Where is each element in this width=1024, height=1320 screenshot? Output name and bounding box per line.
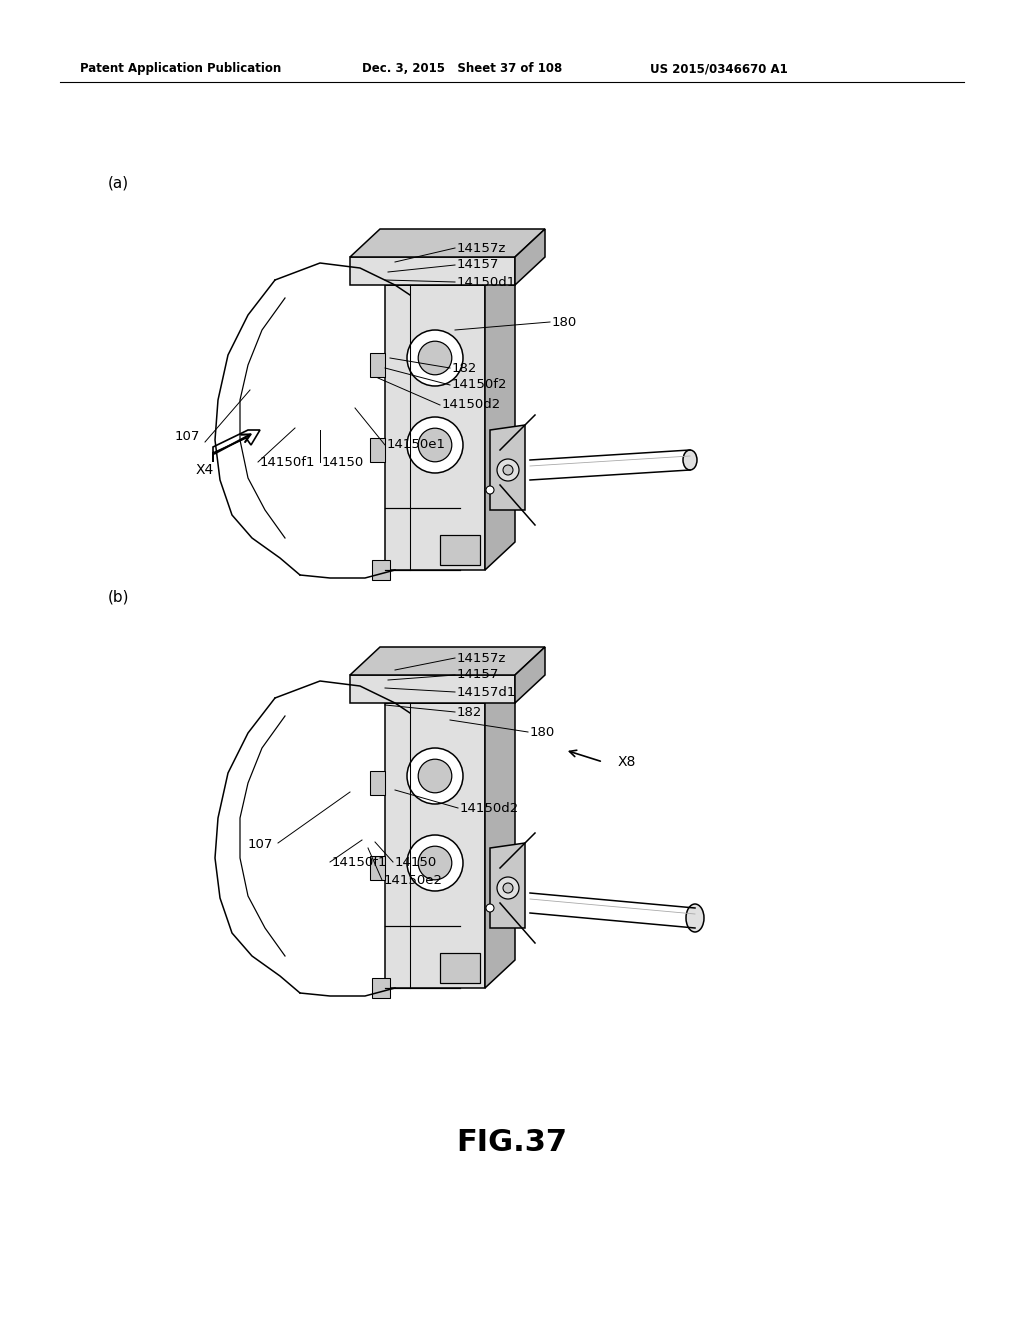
Ellipse shape <box>418 428 452 462</box>
Text: 14150d2: 14150d2 <box>460 801 519 814</box>
Text: Dec. 3, 2015   Sheet 37 of 108: Dec. 3, 2015 Sheet 37 of 108 <box>362 62 562 75</box>
Polygon shape <box>370 771 385 795</box>
Polygon shape <box>350 257 515 285</box>
Polygon shape <box>440 535 480 565</box>
Polygon shape <box>385 285 485 570</box>
Polygon shape <box>485 675 515 987</box>
Text: 14157: 14157 <box>457 259 500 272</box>
Polygon shape <box>372 560 390 579</box>
Ellipse shape <box>503 465 513 475</box>
Ellipse shape <box>418 759 452 793</box>
Polygon shape <box>385 675 515 704</box>
Text: 107: 107 <box>248 838 273 851</box>
Polygon shape <box>213 430 260 462</box>
Polygon shape <box>350 228 545 257</box>
Text: 180: 180 <box>530 726 555 738</box>
Text: 14157z: 14157z <box>457 652 507 664</box>
Polygon shape <box>385 704 485 987</box>
Text: 182: 182 <box>457 705 482 718</box>
Ellipse shape <box>497 459 519 480</box>
Polygon shape <box>490 843 525 928</box>
Ellipse shape <box>503 883 513 894</box>
Text: FIG.37: FIG.37 <box>457 1129 567 1158</box>
Text: 107: 107 <box>175 430 201 444</box>
Text: 180: 180 <box>552 315 578 329</box>
Text: 14157d1: 14157d1 <box>457 685 516 698</box>
Text: 14150d2: 14150d2 <box>442 399 502 412</box>
Ellipse shape <box>686 904 705 932</box>
Text: 14157: 14157 <box>457 668 500 681</box>
Polygon shape <box>350 675 515 704</box>
Polygon shape <box>515 228 545 285</box>
Text: 14150f1: 14150f1 <box>260 455 315 469</box>
Ellipse shape <box>407 417 463 473</box>
Polygon shape <box>490 425 525 510</box>
Text: (b): (b) <box>108 590 129 605</box>
Text: 14150: 14150 <box>322 455 365 469</box>
Text: 14150f1: 14150f1 <box>332 855 387 869</box>
Ellipse shape <box>683 450 697 470</box>
Polygon shape <box>370 438 385 462</box>
Text: X8: X8 <box>618 755 636 770</box>
Ellipse shape <box>486 486 494 494</box>
Text: 14150f2: 14150f2 <box>452 379 508 392</box>
Text: 14150e2: 14150e2 <box>384 874 443 887</box>
Text: 14150: 14150 <box>395 855 437 869</box>
Text: 14150d1: 14150d1 <box>457 276 516 289</box>
Polygon shape <box>515 647 545 704</box>
Polygon shape <box>485 257 515 570</box>
Ellipse shape <box>418 846 452 880</box>
Polygon shape <box>370 352 385 378</box>
Ellipse shape <box>486 904 494 912</box>
Polygon shape <box>372 978 390 998</box>
Text: 14157z: 14157z <box>457 242 507 255</box>
Text: Patent Application Publication: Patent Application Publication <box>80 62 282 75</box>
Text: X4: X4 <box>196 463 214 477</box>
Polygon shape <box>385 257 515 285</box>
Polygon shape <box>440 953 480 983</box>
Ellipse shape <box>407 836 463 891</box>
Ellipse shape <box>497 876 519 899</box>
Ellipse shape <box>407 748 463 804</box>
Polygon shape <box>350 647 545 675</box>
Text: 14150e1: 14150e1 <box>387 438 446 451</box>
Text: 182: 182 <box>452 362 477 375</box>
Text: (a): (a) <box>108 176 129 190</box>
Polygon shape <box>370 855 385 880</box>
Text: US 2015/0346670 A1: US 2015/0346670 A1 <box>650 62 787 75</box>
Ellipse shape <box>407 330 463 385</box>
Ellipse shape <box>418 341 452 375</box>
